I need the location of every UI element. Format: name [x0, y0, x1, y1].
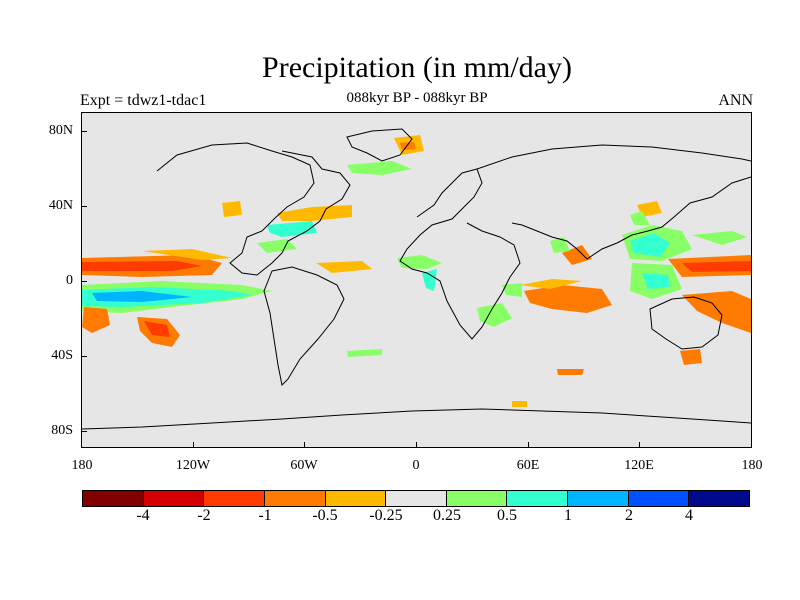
lat-label-40s: 40S — [51, 348, 73, 363]
indian-dry — [524, 285, 612, 313]
lon-label-120w: 120W — [175, 458, 211, 473]
antarctic-dry — [512, 401, 527, 407]
lon-tick — [416, 442, 417, 448]
lat-tick — [81, 281, 87, 282]
pacific-dry-band-core — [82, 261, 202, 271]
colorbar-label: 4 — [685, 507, 693, 524]
south-pacific-dry-2b — [144, 321, 170, 337]
colorbar-box — [628, 491, 690, 506]
antarctica-coast — [82, 408, 751, 430]
colorbar-box — [143, 491, 205, 506]
atlantic-wet-gulf-2 — [257, 239, 297, 253]
colorbar-box — [507, 491, 569, 506]
europe-africa-coast — [399, 168, 521, 340]
eurasia-coast — [476, 144, 751, 260]
colorbar-label: 0.25 — [433, 507, 461, 524]
colorbar-label: -0.5 — [312, 507, 338, 524]
pacific-wet-strong — [92, 291, 192, 302]
anomaly-patches — [82, 135, 751, 407]
lon-label-180e: 180 — [741, 458, 763, 473]
lat-tick — [81, 206, 87, 207]
lat-tick — [81, 356, 87, 357]
map-panel — [81, 112, 752, 448]
colorbar-box — [264, 491, 326, 506]
greenland-coast — [346, 128, 413, 162]
season-label: ANN — [718, 92, 753, 109]
lon-tick — [528, 442, 529, 448]
colorbar-label: 2 — [625, 507, 633, 524]
colorbar-label: 0.5 — [497, 507, 517, 524]
lat-label-80n: 80N — [48, 123, 73, 138]
colorbar — [82, 490, 750, 507]
atlantic-eq-dry — [316, 261, 372, 273]
south-pacific-dry-1 — [82, 307, 110, 333]
maritime-wet-core — [630, 233, 670, 257]
east-africa-wet — [477, 303, 512, 327]
maritime-wet-2-core — [642, 273, 670, 289]
coastlines — [82, 128, 751, 430]
colorbar-box — [689, 491, 750, 506]
colorbar-box — [204, 491, 265, 506]
aus-dry — [680, 349, 702, 365]
precipitation-map — [82, 128, 751, 430]
colorbar-label: -1 — [258, 507, 272, 524]
greenland-dry-core — [400, 142, 416, 150]
colorbar-box — [325, 491, 387, 506]
chart-title: Precipitation (in mm/day) — [262, 51, 572, 84]
indian-wet — [502, 283, 522, 297]
lat-tick — [81, 431, 87, 432]
pacific-dry-band-edge — [142, 249, 232, 260]
colorbar-label: -0.25 — [369, 507, 403, 524]
north-atlantic-dry — [277, 205, 352, 221]
lon-tick — [193, 442, 194, 448]
colorbar-label: -4 — [136, 507, 150, 524]
australia-coast — [649, 296, 723, 350]
lat-tick — [81, 131, 87, 132]
north-atlantic-dry-2 — [222, 201, 242, 217]
south-ocean-dry — [557, 369, 584, 375]
east-asia-dry — [637, 201, 662, 217]
lat-label-0: 0 — [66, 273, 73, 288]
lon-tick — [639, 442, 640, 448]
north-america-coast — [156, 142, 351, 276]
colorbar-box — [83, 491, 144, 506]
lat-label-80s: 80S — [51, 423, 73, 438]
nw-pacific-wet — [692, 231, 747, 245]
south-america-coast — [263, 266, 345, 387]
lon-label-0: 0 — [412, 458, 420, 473]
india-wet — [550, 237, 570, 253]
africa-wet — [422, 269, 437, 291]
lat-label-40n: 40N — [48, 198, 73, 213]
colorbar-label: -2 — [197, 507, 211, 524]
colorbar-box — [446, 491, 508, 506]
sw-pacific-dry — [682, 291, 751, 333]
experiment-label: Expt = tdwz1-tdac1 — [80, 92, 207, 109]
lon-label-60w: 60W — [290, 458, 318, 473]
north-atlantic-wet — [347, 161, 412, 175]
colorbar-box — [386, 491, 447, 506]
colorbar-box — [568, 491, 629, 506]
atlantic-eq-wet — [397, 255, 442, 269]
lon-label-120e: 120E — [624, 458, 654, 473]
colorbar-label: 1 — [564, 507, 572, 524]
atlantic-wet-gulf — [267, 221, 317, 237]
chart-subtitle: 088kyr BP - 088kyr BP — [346, 90, 488, 106]
south-ocean-wet — [347, 349, 382, 357]
west-pacific-dry-core — [682, 261, 751, 272]
indian-dry-edge — [520, 279, 582, 289]
east-asia-wet — [630, 211, 650, 225]
lon-tick — [304, 442, 305, 448]
lon-label-180w: 180 — [71, 458, 93, 473]
lon-label-60e: 60E — [516, 458, 540, 473]
